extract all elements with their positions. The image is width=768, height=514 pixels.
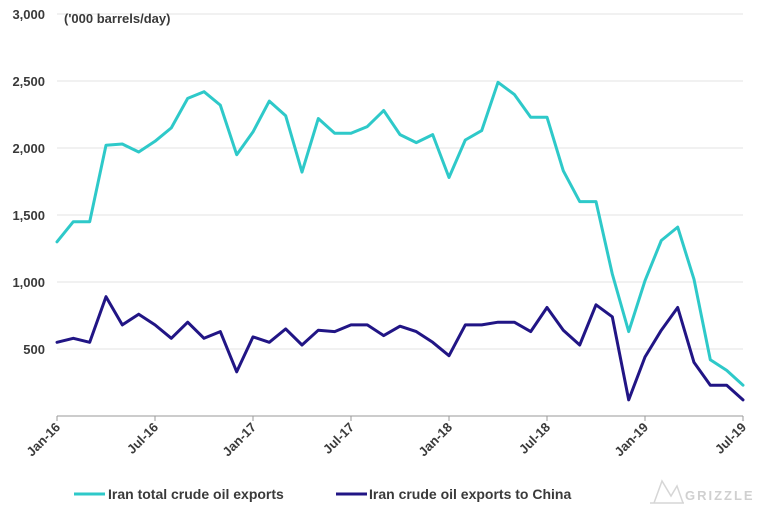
y-tick-label: 3,000 — [12, 7, 45, 22]
series-line-total-exports — [55, 80, 745, 387]
x-tick-label: Jul-19 — [712, 420, 749, 457]
x-tick-label: Jul-16 — [124, 420, 161, 457]
x-tick-label: Jan-18 — [415, 420, 455, 460]
x-tick-label: Jan-17 — [219, 420, 259, 460]
y-tick-label: 500 — [23, 342, 45, 357]
y-tick-label: 1,000 — [12, 275, 45, 290]
x-tick-label: Jan-19 — [611, 420, 651, 460]
watermark-logo: GRIZZLE — [650, 479, 755, 504]
grid-lines — [57, 13, 743, 350]
x-axis-ticks: Jan-16 Jul-16 Jan-17 Jul-17 Jan-18 Jul-18 Jan-… — [23, 416, 749, 459]
series-layer — [55, 80, 745, 402]
series-line-china-exports — [55, 295, 745, 402]
y-axis-ticks: 500 1,000 1,500 2,000 2,500 3,000 — [12, 7, 45, 357]
grizzle-logo-icon — [650, 479, 684, 504]
x-tick-label: Jul-17 — [320, 420, 357, 457]
legend: Iran total crude oil exports Iran crude … — [74, 486, 571, 502]
x-tick-label: Jan-16 — [23, 420, 63, 460]
y-tick-label: 1,500 — [12, 208, 45, 223]
y-tick-label: 2,000 — [12, 141, 45, 156]
legend-label-total-exports: Iran total crude oil exports — [108, 486, 284, 502]
y-tick-label: 2,500 — [12, 74, 45, 89]
watermark-text: GRIZZLE — [685, 488, 755, 503]
legend-label-china-exports: Iran crude oil exports to China — [369, 486, 571, 502]
unit-label: ('000 barrels/day) — [64, 11, 170, 26]
x-tick-label: Jul-18 — [516, 420, 553, 457]
